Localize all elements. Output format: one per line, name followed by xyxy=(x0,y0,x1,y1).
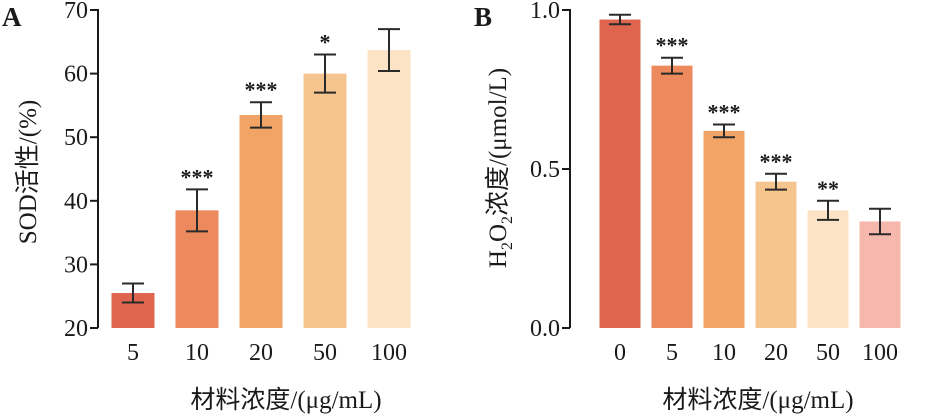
panel-b-x-axis-label: 材料浓度/(μg/mL) xyxy=(662,386,853,414)
x-tick-label: 20 xyxy=(764,340,788,366)
panel-a-y-tick-labels: 20 30 40 50 60 70 xyxy=(64,0,88,342)
significance-mark: * xyxy=(320,30,331,55)
panel-a-x-axis-label: 材料浓度/(μg/mL) xyxy=(190,386,381,414)
x-tick-label: 100 xyxy=(371,340,407,366)
x-tick-label: 10 xyxy=(185,340,209,366)
y-label-h: H xyxy=(485,250,512,268)
y-label-sub-2: 2 xyxy=(499,216,516,224)
panel-b-y-axis-label: H2O2浓度/(μmol/L) xyxy=(484,68,516,268)
panel-a-significance-marks: ******* xyxy=(181,30,331,190)
bar xyxy=(651,65,693,329)
y-tick-label: 20 xyxy=(64,316,88,342)
bar xyxy=(599,19,641,328)
x-tick-label: 5 xyxy=(666,340,678,366)
panel-b-axes xyxy=(562,9,571,329)
x-tick-label: 50 xyxy=(816,340,840,366)
y-label-o: O xyxy=(485,224,512,242)
significance-mark: *** xyxy=(181,164,214,189)
bar xyxy=(859,221,901,328)
significance-mark: ** xyxy=(817,176,839,201)
bar xyxy=(755,181,797,328)
significance-mark: *** xyxy=(760,149,793,174)
y-tick-label: 1.0 xyxy=(530,0,560,24)
panel-a-x-tick-labels: 5 10 20 50 100 xyxy=(127,340,407,366)
bar xyxy=(367,50,411,329)
x-tick-label: 0 xyxy=(614,340,626,366)
significance-mark: *** xyxy=(245,77,278,102)
y-tick-label: 50 xyxy=(64,125,88,151)
x-tick-label: 10 xyxy=(712,340,736,366)
y-tick-label: 0.0 xyxy=(530,316,560,342)
panel-b-error-bars xyxy=(609,13,891,236)
panel-a-letter: A xyxy=(2,2,22,32)
x-tick-label: 20 xyxy=(249,340,273,366)
panel-b-significance-marks: *********** xyxy=(656,33,840,201)
y-tick-label: 70 xyxy=(64,0,88,24)
panel-b-letter: B xyxy=(474,2,492,32)
bar xyxy=(239,114,283,328)
bar xyxy=(703,130,745,328)
panel-b-y-tick-labels: 0.0 0.5 1.0 xyxy=(530,0,560,342)
bar xyxy=(303,73,347,328)
panel-b-x-tick-labels: 0 5 10 20 50 100 xyxy=(614,340,898,366)
y-tick-label: 40 xyxy=(64,189,88,215)
x-tick-label: 50 xyxy=(313,340,337,366)
x-tick-label: 5 xyxy=(127,340,139,366)
panel-a-axes xyxy=(90,9,99,329)
y-label-suffix: 浓度/(μmol/L) xyxy=(484,68,512,216)
y-label-sub-1: 2 xyxy=(499,242,516,250)
y-tick-label: 0.5 xyxy=(530,157,560,183)
significance-mark: *** xyxy=(708,99,741,124)
panel-a-error-bars xyxy=(122,28,400,304)
panel-b-bars xyxy=(599,19,901,329)
panel-a-y-axis-label: SOD活性/(%) xyxy=(14,100,42,244)
panel-b-h2o2-concentration-chart: B *********** 0.00.51.0 0 5 10 20 50 100 H2O2… xyxy=(474,0,901,414)
x-tick-label: 100 xyxy=(862,340,898,366)
y-tick-label: 30 xyxy=(64,252,88,278)
panel-a-bars xyxy=(111,50,411,329)
bar xyxy=(807,210,849,328)
significance-mark: *** xyxy=(656,33,689,58)
y-tick-label: 60 xyxy=(64,62,88,88)
